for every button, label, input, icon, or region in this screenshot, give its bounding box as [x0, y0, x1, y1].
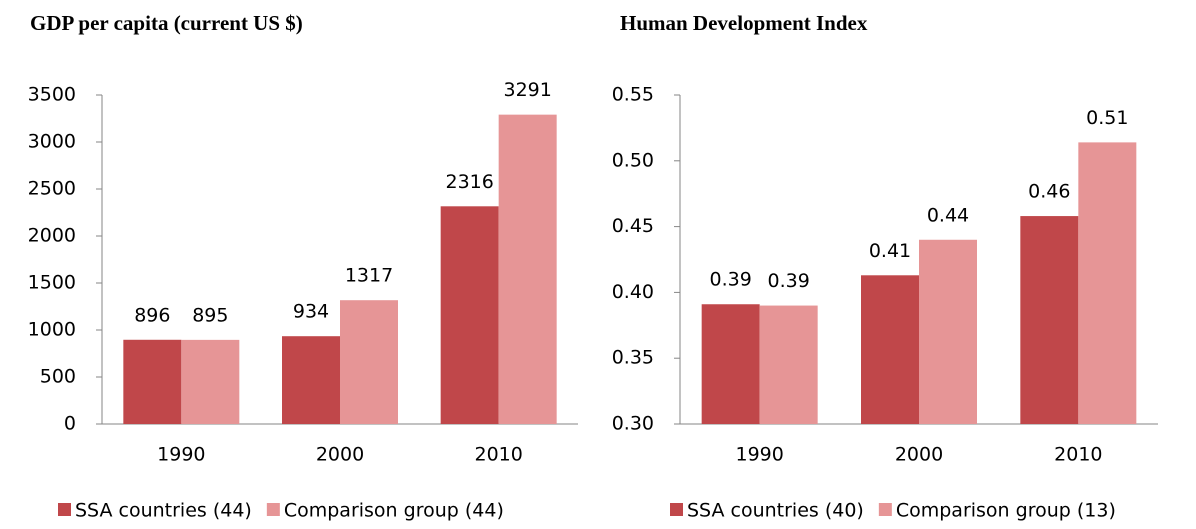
y-tick-label: 0.45 [612, 215, 654, 237]
chart-title: GDP per capita (current US $) [30, 11, 303, 35]
y-tick-label: 0.40 [612, 281, 654, 303]
y-tick-label: 3000 [28, 131, 76, 153]
bar [919, 239, 977, 424]
legend-swatch [58, 503, 71, 516]
y-tick-label: 0.50 [612, 149, 654, 171]
y-tick-label: 0 [64, 413, 76, 435]
x-tick-label: 1990 [735, 444, 783, 466]
data-label: 3291 [503, 79, 551, 101]
data-label: 2316 [445, 171, 493, 193]
x-tick-label: 1990 [157, 444, 205, 466]
y-tick-label: 1500 [28, 272, 76, 294]
data-label: 1317 [345, 265, 393, 287]
data-label: 934 [293, 301, 329, 323]
y-tick-label: 1000 [28, 319, 76, 341]
bar [701, 304, 760, 424]
legend-swatch [878, 503, 892, 516]
data-label: 0.51 [1086, 107, 1128, 129]
y-tick-label: 3500 [28, 84, 76, 106]
legend-label: SSA countries (44) [75, 500, 252, 522]
bar [181, 339, 240, 424]
legend-swatch [670, 503, 683, 516]
bar [123, 339, 182, 424]
y-tick-label: 0.55 [612, 84, 654, 106]
bar [759, 305, 818, 424]
x-tick-label: 2000 [895, 444, 943, 466]
legend-label: Comparison group (44) [284, 500, 504, 522]
bar [1020, 216, 1079, 424]
bar [282, 336, 340, 424]
x-tick-label: 2010 [1054, 444, 1102, 466]
legend-label: SSA countries (40) [687, 500, 864, 522]
legend-swatch [266, 503, 280, 516]
y-tick-label: 0.30 [612, 413, 654, 435]
data-label: 0.39 [768, 270, 810, 292]
y-tick-label: 2000 [28, 225, 76, 247]
bar [440, 206, 499, 424]
data-label: 895 [192, 304, 228, 326]
bar [498, 114, 557, 425]
x-tick-label: 2010 [474, 444, 522, 466]
legend-label: Comparison group (13) [896, 500, 1116, 522]
y-tick-label: 2500 [28, 178, 76, 200]
x-tick-label: 2000 [316, 444, 364, 466]
bar [861, 275, 919, 424]
bar [1078, 142, 1137, 424]
data-label: 0.41 [869, 240, 911, 262]
data-label: 0.39 [710, 269, 752, 291]
y-tick-label: 500 [40, 366, 76, 388]
data-label: 0.44 [927, 204, 969, 226]
chart-title: Human Development Index [620, 11, 868, 35]
bar [340, 300, 398, 424]
y-tick-label: 0.35 [612, 347, 654, 369]
data-label: 896 [134, 304, 170, 326]
data-label: 0.46 [1028, 181, 1070, 203]
